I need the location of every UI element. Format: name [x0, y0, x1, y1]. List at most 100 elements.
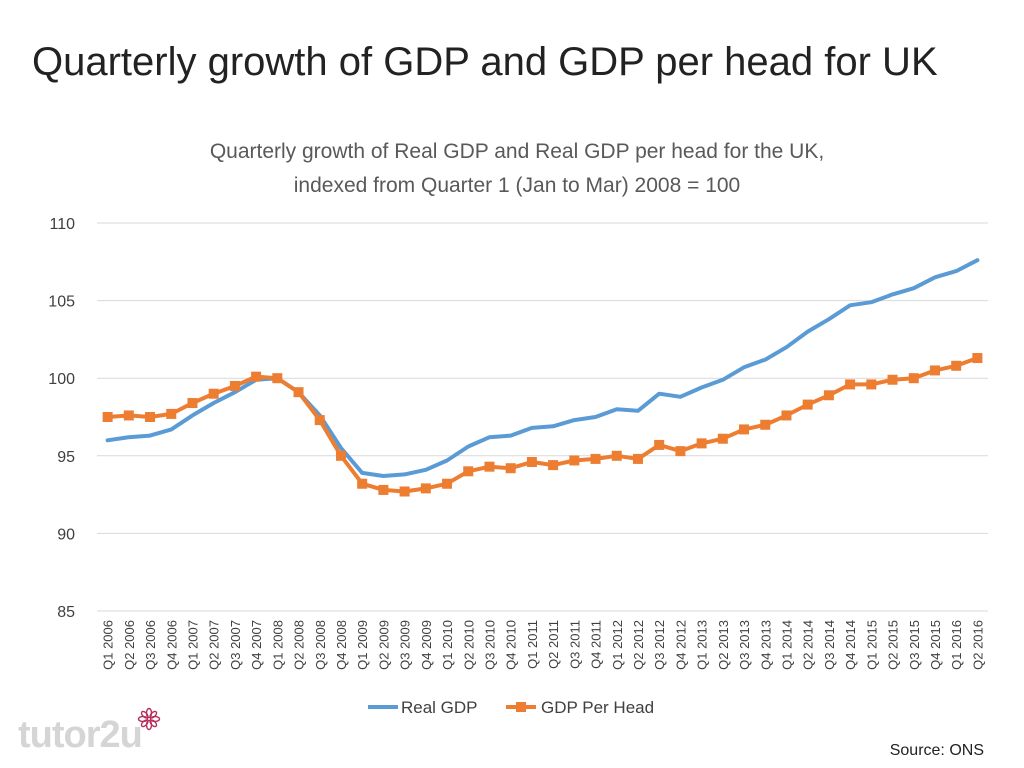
- x-tick-label: Q1 2016: [949, 620, 964, 670]
- chart-title-line: indexed from Quarter 1 (Jan to Mar) 2008…: [294, 174, 741, 197]
- x-tick-label: Q3 2007: [228, 620, 243, 670]
- y-tick-label: 85: [57, 604, 75, 621]
- x-tick-label: Q1 2012: [610, 620, 625, 670]
- gdp-per-head-point: [378, 484, 389, 495]
- gdp-per-head-point: [293, 387, 304, 398]
- x-tick-label: Q1 2015: [864, 620, 879, 670]
- x-tick-label: Q3 2012: [652, 620, 667, 670]
- gdp-per-head-point: [887, 374, 898, 385]
- gdp-per-head-point: [845, 379, 856, 390]
- y-tick-label: 105: [48, 294, 75, 311]
- legend-label-gdp-per-head: GDP Per Head: [541, 698, 654, 717]
- x-tick-label: Q2 2006: [122, 620, 137, 670]
- gdp-per-head-point: [696, 438, 707, 449]
- x-tick-label: Q2 2007: [207, 620, 222, 670]
- gdp-per-head-point: [272, 373, 283, 384]
- gdp-per-head-point: [251, 371, 262, 382]
- gdp-per-head-point: [357, 478, 368, 489]
- x-tick-label: Q3 2008: [313, 620, 328, 670]
- gdp-per-head-point: [951, 360, 962, 371]
- x-tick-label: Q4 2012: [673, 620, 688, 670]
- x-tick-label: Q1 2011: [525, 620, 540, 669]
- chart-legend: Real GDP GDP Per Head: [368, 698, 654, 717]
- gdp-per-head-point: [866, 379, 877, 390]
- x-tick-label: Q3 2006: [143, 620, 158, 670]
- x-tick-label: Q4 2006: [164, 620, 179, 670]
- x-tick-label: Q3 2013: [737, 620, 752, 670]
- x-tick-label: Q3 2011: [567, 620, 582, 669]
- x-tick-label: Q2 2008: [292, 620, 307, 670]
- gdp-per-head-point: [187, 398, 198, 409]
- flower-icon: [137, 707, 161, 731]
- gdp-per-head-point: [739, 424, 750, 435]
- x-tick-label: Q1 2008: [270, 620, 285, 670]
- gdp-per-head-point: [484, 461, 495, 472]
- legend-marker-gdp-per-head: [516, 702, 526, 712]
- x-tick-label: Q2 2010: [461, 620, 476, 670]
- chart-title-line: Quarterly growth of Real GDP and Real GD…: [210, 140, 824, 163]
- x-tick-label: Q1 2007: [185, 620, 200, 670]
- x-tick-label: Q2 2015: [886, 620, 901, 670]
- x-tick-label: Q1 2006: [101, 620, 116, 670]
- x-tick-label: Q3 2015: [907, 620, 922, 670]
- gdp-per-head-point: [590, 453, 601, 464]
- x-tick-label: Q3 2014: [822, 620, 837, 670]
- x-tick-label: Q4 2015: [928, 620, 943, 670]
- gdp-per-head-point: [548, 460, 559, 471]
- source-note: Source: ONS: [889, 742, 984, 759]
- x-tick-label: Q2 2009: [376, 620, 391, 670]
- gdp-per-head-point: [675, 446, 686, 457]
- chart-title: Quarterly growth of Real GDP and Real GD…: [210, 140, 824, 197]
- gdp-per-head-point: [654, 439, 665, 450]
- gdp-per-head-point: [717, 433, 728, 444]
- gdp-per-head-point: [929, 365, 940, 376]
- x-tick-label: Q4 2011: [589, 620, 604, 669]
- y-axis-ticks: 85 90 95 100 105 110: [48, 216, 75, 621]
- gdp-per-head-point: [145, 412, 156, 422]
- chart-series: [102, 258, 983, 497]
- y-tick-label: 110: [49, 216, 75, 233]
- x-tick-label: Q1 2013: [695, 620, 710, 670]
- x-tick-label: Q2 2011: [546, 620, 561, 669]
- legend-label-real-gdp: Real GDP: [401, 698, 478, 717]
- x-tick-label: Q4 2007: [249, 620, 264, 670]
- x-tick-label: Q2 2013: [716, 620, 731, 670]
- x-tick-label: Q1 2014: [779, 620, 794, 670]
- gdp-per-head-point: [972, 353, 983, 364]
- gdp-per-head-point: [229, 380, 240, 391]
- gdp-per-head-point: [632, 453, 643, 464]
- tutor2u-logo: tutor2u: [18, 714, 143, 756]
- slide-title: Quarterly growth of GDP and GDP per head…: [32, 40, 938, 84]
- gdp-per-head-point: [335, 450, 346, 461]
- x-tick-label: Q2 2014: [801, 620, 816, 670]
- x-tick-label: Q1 2010: [440, 620, 455, 670]
- gdp-per-head-point: [166, 408, 177, 419]
- gdp-per-head-point: [102, 412, 113, 422]
- x-tick-label: Q4 2008: [334, 620, 349, 670]
- x-tick-label: Q4 2014: [843, 620, 858, 670]
- x-tick-label: Q4 2013: [758, 620, 773, 670]
- gdp-per-head-point: [442, 478, 453, 489]
- gdp-per-head-point: [611, 450, 622, 461]
- gdp-per-head-point: [399, 486, 410, 497]
- gdp-per-head-point: [823, 390, 834, 401]
- x-tick-label: Q2 2012: [631, 620, 646, 670]
- real-gdp-line: [105, 258, 980, 478]
- x-tick-label: Q4 2010: [504, 620, 519, 670]
- gdp-per-head-point: [123, 410, 134, 421]
- gdp-per-head-point: [760, 419, 771, 430]
- y-tick-label: 95: [57, 449, 75, 466]
- x-tick-label: Q2 2016: [970, 620, 985, 670]
- gdp-per-head-point: [802, 399, 813, 410]
- gdp-per-head-point: [420, 483, 431, 494]
- gdp-per-head-point: [908, 373, 919, 384]
- x-axis-ticks: Q1 2006 Q2 2006 Q3 2006 Q4 2006 Q1 2007 Q2 20…: [101, 620, 986, 670]
- gdp-per-head-point: [463, 466, 474, 477]
- x-tick-label: Q4 2009: [419, 620, 434, 670]
- gdp-per-head-point: [208, 388, 219, 399]
- y-tick-label: 90: [57, 526, 75, 543]
- gdp-per-head-point: [314, 415, 325, 426]
- x-tick-label: Q3 2010: [482, 620, 497, 670]
- x-tick-label: Q3 2009: [398, 620, 413, 670]
